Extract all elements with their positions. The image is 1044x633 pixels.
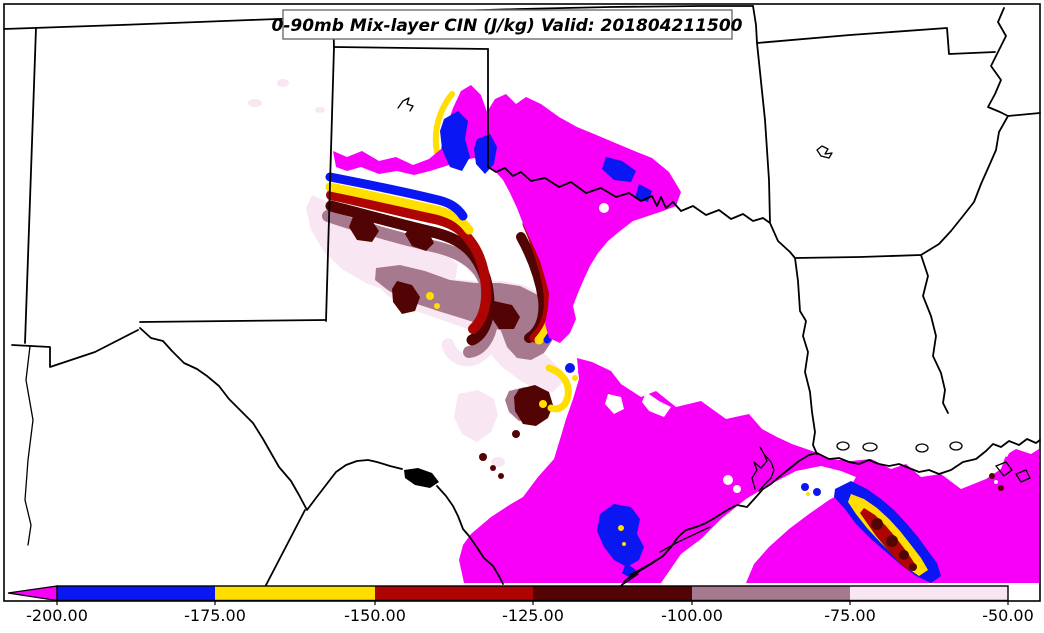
blue-dot: [565, 363, 575, 373]
blue-lobe-patch: [440, 111, 470, 171]
border-tx-panhandle-top: [333, 46, 489, 50]
white-hole: [599, 203, 609, 213]
yellow-dot: [426, 292, 434, 300]
yellow-waco-ring: [545, 364, 572, 413]
palepink-waco-halo: [454, 390, 498, 442]
blue-ok-patch: [602, 157, 636, 182]
white-notch: [605, 394, 624, 414]
yellow-dot: [806, 492, 810, 496]
colorbar-ticks: [56, 600, 1009, 605]
blue-inner-patches: [440, 111, 652, 408]
colorbar-segment: [850, 586, 1008, 601]
palepink-speck: [315, 107, 325, 113]
blue-lobe-patch: [474, 134, 497, 174]
colorbar-segment: [57, 586, 215, 601]
rio-grande-upper: [139, 327, 403, 511]
yellow-dot: [572, 375, 578, 381]
yellow-dot: [539, 400, 547, 408]
arkansas-lake: [816, 145, 833, 159]
border-nm-tx-32N: [139, 319, 327, 323]
offshore-maroon-core: [899, 550, 909, 560]
colorbar-segment: [375, 586, 533, 601]
colorbar-tick-label: -50.00: [982, 606, 1034, 625]
maroon-arc-core: [491, 301, 520, 329]
border-la-ms: [920, 254, 949, 414]
maroon-dot: [512, 430, 520, 438]
la-coastal-lake: [862, 442, 878, 452]
offshore-maroon-core: [886, 535, 898, 547]
palepink-speck: [491, 457, 505, 467]
palepink-speck: [248, 99, 262, 107]
white-notch: [642, 392, 671, 417]
colorbar: -200.00 -175.00 -150.00 -125.00 -100.00 …: [7, 585, 1034, 625]
gulf-magenta-group: [459, 358, 1039, 583]
border-ar-la: [794, 254, 922, 259]
maroon-speck: [989, 473, 995, 479]
magenta-front-mass: [333, 85, 681, 343]
yellow-dot: [622, 542, 626, 546]
gulf-coastline: [615, 438, 1041, 593]
geography-lines: [3, 5, 1041, 593]
canadian-river-squiggle: [397, 97, 414, 112]
maroon-bulge: [349, 214, 379, 242]
la-coastal-lake: [949, 441, 963, 451]
maroon-dot: [479, 453, 487, 461]
colorbar-segment: [692, 586, 850, 601]
yellow-dot: [618, 525, 624, 531]
maroon-waco-core: [514, 385, 553, 426]
colorbar-tick-label: -75.00: [824, 606, 876, 625]
yellow-dot: [434, 303, 440, 309]
white-dot: [733, 485, 741, 493]
colorbar-tick-label: -100.00: [661, 606, 723, 625]
offshore-maroon-core: [871, 518, 883, 530]
white-dot: [994, 480, 998, 484]
border-ok-ar-tx-la: [752, 5, 818, 455]
maroon-arc-core: [392, 281, 420, 314]
rio-grande-lower: [436, 485, 504, 585]
la-marsh-shape: [1015, 469, 1031, 483]
barrier-island: [629, 556, 662, 576]
maroon-speck: [998, 485, 1004, 491]
amistad-lake: [404, 468, 439, 488]
border-az-nm: [24, 27, 37, 344]
red-river: [487, 166, 771, 224]
colorbar-segment: [533, 586, 692, 601]
colorbar-tick-label: -125.00: [502, 606, 564, 625]
galveston-bay: [751, 446, 775, 492]
palepink-south-tail: [484, 328, 563, 392]
title-box-group: 0-90mb Mix-layer CIN (J/kg) Valid: 20180…: [271, 9, 743, 40]
blue-coastal-blob: [597, 504, 644, 567]
border-ar-mo-bootheel: [756, 27, 996, 55]
blue-band-west: [325, 172, 468, 221]
yellow-band-west: [325, 182, 474, 235]
white-dot: [723, 475, 733, 485]
page-title: 0-90mb Mix-layer CIN (J/kg) Valid: 20180…: [271, 16, 742, 36]
colorbar-tick-label: -150.00: [344, 606, 406, 625]
blue-speck: [801, 483, 809, 491]
yellow-lobe-fringe: [432, 91, 455, 155]
colorbar-tick-label: -175.00: [184, 606, 246, 625]
border-mexico-west: [11, 329, 139, 368]
blue-speck: [813, 488, 821, 496]
maroon-bulge: [405, 226, 434, 251]
barrier-island: [659, 526, 711, 553]
mexico-state-line-south: [264, 509, 306, 588]
colorbar-segment: [215, 586, 375, 601]
la-coastal-lake: [836, 441, 850, 451]
mexico-state-line-west: [24, 345, 34, 546]
offshore-maroon-core: [909, 563, 917, 571]
palepink-speck: [277, 79, 289, 87]
colorbar-tick-labels: -200.00 -175.00 -150.00 -125.00 -100.00 …: [26, 606, 1034, 625]
la-marsh-shape: [995, 461, 1013, 477]
title-box: [282, 9, 733, 40]
la-coastal-lake: [915, 443, 929, 453]
firebrick-band-west: [326, 190, 492, 334]
mississippi-river: [920, 7, 1041, 256]
maroon-dot: [490, 465, 496, 471]
maroon-dot: [498, 473, 504, 479]
barrier-island: [621, 573, 639, 586]
colorbar-tick-label: -200.00: [26, 606, 88, 625]
